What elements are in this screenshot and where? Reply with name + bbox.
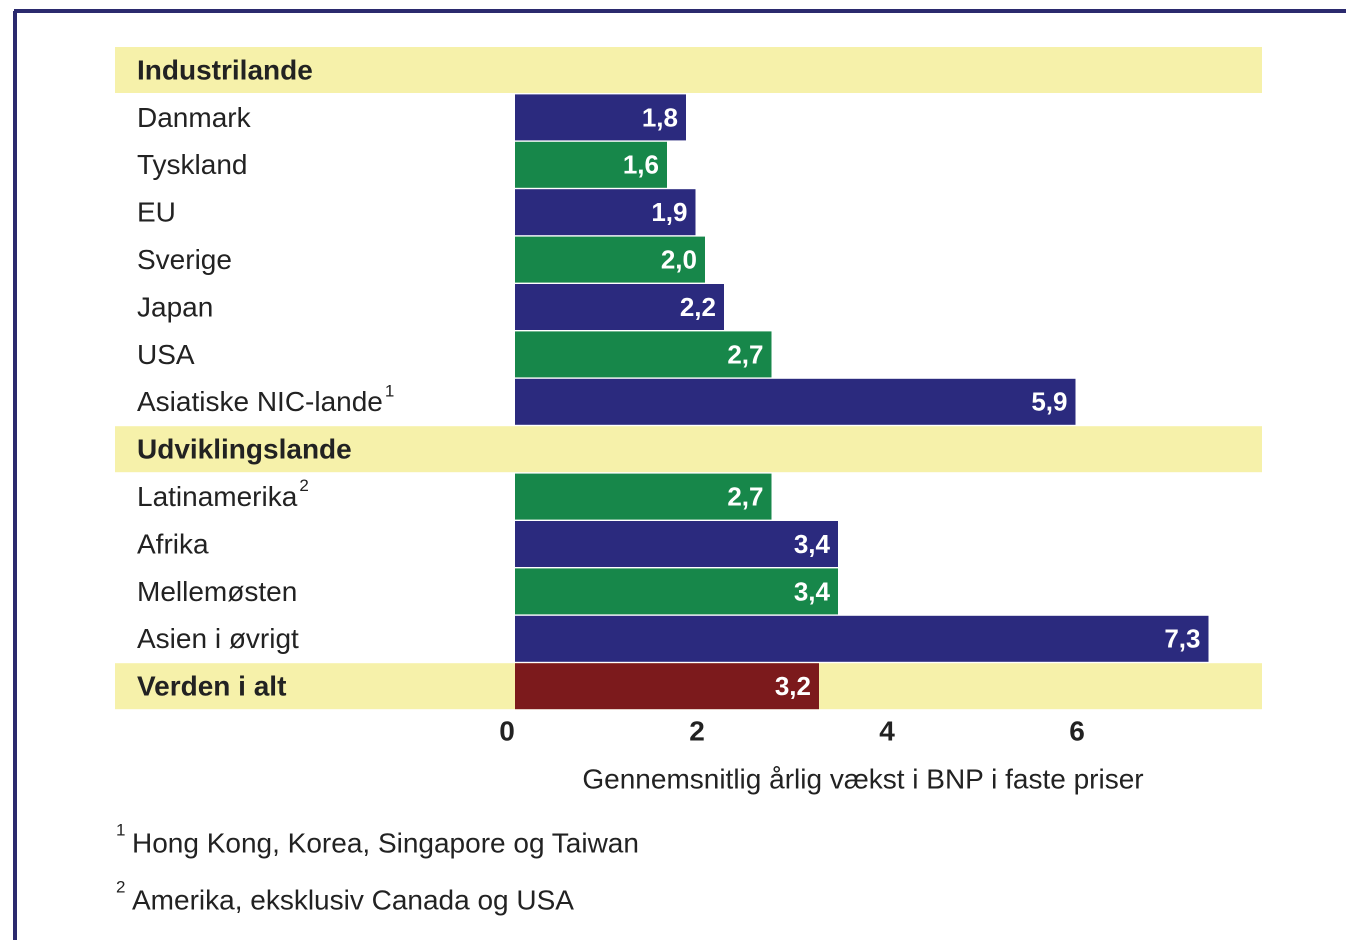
bar (515, 473, 772, 520)
x-tick-label: 6 (1069, 715, 1085, 746)
bar (515, 284, 724, 330)
value-label: 1,6 (623, 150, 659, 180)
value-label: 3,4 (794, 576, 831, 606)
total-label: Verden i alt (137, 671, 286, 702)
value-label: 1,8 (642, 102, 678, 132)
group-band (115, 426, 1262, 473)
category-label: Danmark (137, 102, 252, 133)
x-tick-label: 0 (499, 715, 515, 746)
value-label: 3,2 (775, 671, 811, 701)
bar (515, 94, 686, 141)
x-tick-label: 4 (879, 715, 895, 746)
value-label: 2,0 (661, 244, 697, 274)
x-axis-label: Gennemsnitlig årlig vækst i BNP i faste … (582, 763, 1143, 794)
value-label: 2,7 (727, 481, 763, 511)
group-label: Industrilande (137, 54, 313, 85)
bar (515, 521, 838, 567)
category-label: Japan (137, 291, 213, 322)
bar (515, 331, 772, 378)
footnote-text: Hong Kong, Korea, Singapore og Taiwan (132, 827, 639, 858)
bar (515, 236, 705, 283)
value-label: 1,9 (651, 197, 687, 227)
category-label: Tyskland (137, 149, 248, 180)
category-label: Asiatiske NIC-lande (137, 386, 383, 417)
bar (515, 663, 819, 710)
category-label: USA (137, 339, 195, 370)
value-label: 5,9 (1031, 387, 1067, 417)
bar (515, 189, 696, 236)
category-label: Sverige (137, 244, 232, 275)
category-label: Asien i øvrigt (137, 623, 299, 654)
footnote-marker: 1 (116, 820, 125, 839)
footnote-text: Amerika, eksklusiv Canada og USA (132, 884, 574, 915)
category-note: 1 (385, 381, 394, 400)
category-label: Latinamerika (137, 481, 298, 512)
bar (515, 141, 667, 188)
category-note: 2 (299, 476, 308, 495)
category-label: Mellemøsten (137, 576, 297, 607)
bar (515, 615, 1209, 662)
bar (515, 378, 1076, 425)
value-label: 7,3 (1164, 624, 1200, 654)
value-label: 2,7 (727, 339, 763, 369)
group-band (115, 47, 1262, 93)
category-label: Afrika (137, 528, 209, 559)
x-tick-label: 2 (689, 715, 705, 746)
category-label: EU (137, 197, 176, 228)
group-label: Udviklingslande (137, 434, 352, 465)
value-label: 2,2 (680, 292, 716, 322)
footnote-marker: 2 (116, 877, 125, 896)
bar (515, 568, 838, 615)
value-label: 3,4 (794, 529, 831, 559)
